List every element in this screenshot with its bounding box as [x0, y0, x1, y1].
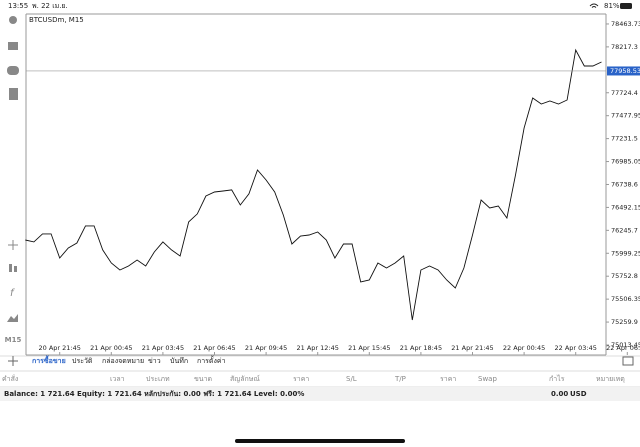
price-line [25, 48, 602, 321]
battery-icon [620, 3, 632, 9]
column-header: Swap [478, 375, 497, 383]
chart-symbol: BTCUSDm, M15 [29, 16, 84, 24]
x-tick-label: 21 Apr 00:45 [90, 344, 132, 352]
balance-text: Balance: 1 721.64 Equity: 1 721.64 หลักป… [4, 390, 304, 398]
x-tick-label: 21 Apr 21:45 [451, 344, 493, 352]
column-header: S/L [346, 375, 357, 383]
crosshair-icon [8, 240, 18, 250]
doc-icon [9, 88, 18, 100]
y-tick-label: 77477.95 [611, 112, 640, 120]
y-tick-label: 75752.8 [611, 272, 638, 280]
layout-button[interactable] [622, 356, 634, 366]
chat-icon [7, 66, 19, 75]
trade-icon [8, 42, 18, 50]
y-tick-label: 76985.05 [611, 158, 640, 166]
y-tick-label: 78463.73 [611, 20, 640, 28]
tab[interactable]: บันทึก [170, 356, 188, 365]
x-tick-label: 21 Apr 15:45 [348, 344, 390, 352]
home-indicator [235, 439, 405, 443]
tab[interactable]: การซื้อขาย [32, 354, 66, 365]
x-tick-label: 22 Apr 06:45 [606, 344, 640, 352]
column-header: ราคา [440, 375, 456, 383]
current-price-label: 77958.53 [610, 67, 640, 75]
x-tick-label: 20 Apr 21:45 [39, 344, 81, 352]
battery-level: 81% [604, 2, 620, 10]
x-tick-label: 22 Apr 00:45 [503, 344, 545, 352]
y-tick-label: 78217.3 [611, 43, 638, 51]
y-tick-label: 75999.25 [611, 249, 640, 257]
current-price-box [607, 66, 640, 76]
column-header: ประเภท [146, 375, 170, 383]
tab[interactable]: ข่าว [148, 357, 161, 365]
x-tick-label: 21 Apr 03:45 [142, 344, 184, 352]
column-header: สัญลักษณ์ [230, 375, 260, 383]
y-tick-label: 76738.6 [611, 180, 638, 188]
objects-icon [7, 314, 18, 322]
y-tick-label: 75013.45 [611, 341, 640, 349]
status-time: 13:55 [8, 2, 28, 10]
x-tick-label: 21 Apr 06:45 [193, 344, 235, 352]
y-tick-label: 77231.5 [611, 135, 638, 143]
column-header: คำสั่ง [2, 374, 18, 383]
y-tick-label: 75506.35 [611, 295, 640, 303]
x-tick-label: 21 Apr 18:45 [400, 344, 442, 352]
total-profit: 0.00 [551, 390, 568, 398]
wifi-icon [589, 3, 599, 8]
x-tick-label: 21 Apr 09:45 [245, 344, 287, 352]
y-tick-label: 77724.4 [611, 89, 638, 97]
column-header: ราคา [293, 375, 309, 383]
add-button[interactable] [8, 356, 18, 366]
y-tick-label: 76245.7 [611, 226, 638, 234]
balance-row [0, 387, 640, 401]
sidebar-icons: f [7, 16, 19, 322]
currency: USD [570, 390, 587, 398]
status-date: พ. 22 เม.ย. [32, 2, 68, 10]
tab[interactable]: การตั้งค่า [197, 354, 226, 365]
x-tick-label: 21 Apr 12:45 [297, 344, 339, 352]
y-tick-label: 75259.9 [611, 318, 638, 326]
candle-icon [9, 264, 12, 272]
column-header: เวลา [110, 375, 125, 383]
candle-icon [14, 266, 17, 272]
tab[interactable]: ประวัติ [72, 357, 93, 365]
timeframe[interactable]: M15 [5, 336, 22, 344]
column-header: หมายเหตุ [596, 375, 625, 383]
column-header: กำไร [549, 374, 565, 383]
indicator-icon: f [10, 288, 15, 299]
column-header: ขนาด [194, 375, 212, 383]
tab[interactable]: กล่องจดหมาย [102, 357, 144, 365]
column-header: T/P [394, 375, 406, 383]
account-icon [9, 16, 17, 24]
x-tick-label: 22 Apr 03:45 [555, 344, 597, 352]
y-tick-label: 76492.15 [611, 203, 640, 211]
